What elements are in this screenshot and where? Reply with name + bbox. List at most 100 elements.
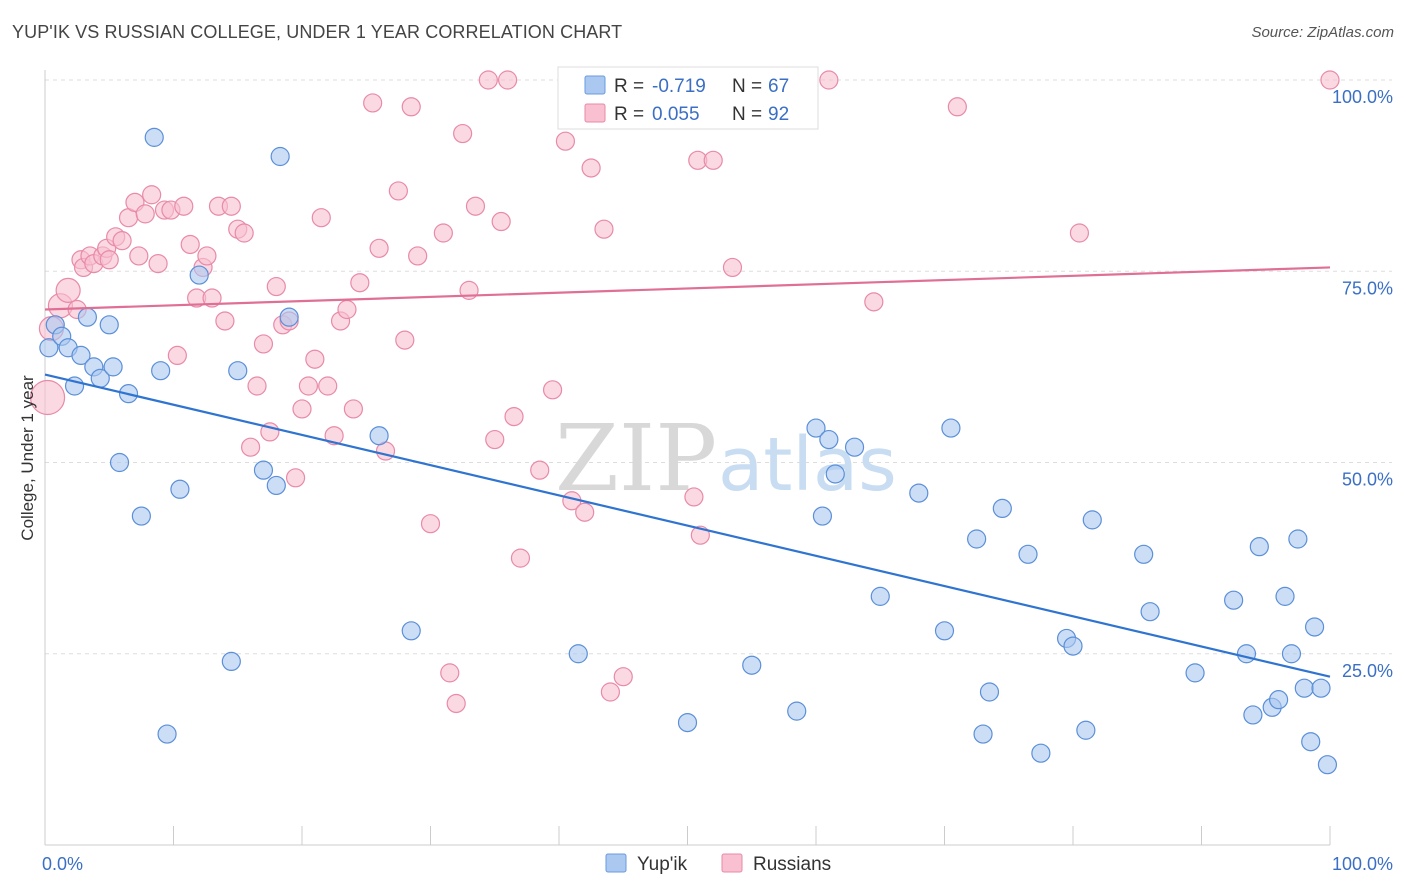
- russians-point: [266, 276, 286, 297]
- yupik-point: [1304, 617, 1325, 637]
- russians-point: [369, 238, 389, 258]
- russians-point: [530, 460, 550, 480]
- yupik-point: [144, 127, 164, 147]
- legend-n-label-russians: N =: [732, 104, 762, 125]
- yupik-point: [742, 655, 762, 675]
- yupik-point: [157, 724, 177, 744]
- yupik-point: [131, 506, 151, 526]
- russians-point: [148, 254, 168, 274]
- y-tick-label-75: 75.0%: [1342, 278, 1393, 298]
- yupik-point: [1134, 544, 1154, 564]
- source-credit: Source: ZipAtlas.com: [1251, 24, 1394, 41]
- yupik-point: [1243, 705, 1263, 725]
- russians-point: [1069, 223, 1090, 243]
- russians-point: [491, 211, 511, 232]
- watermark-atlas: atlas: [718, 422, 897, 508]
- russians-point: [504, 407, 524, 427]
- bottom-legend-swatch-russians: [721, 853, 743, 873]
- legend-swatch-yupik: [584, 75, 606, 95]
- russians-point: [174, 196, 194, 216]
- yupik-point: [1140, 602, 1160, 622]
- yupik-point: [806, 418, 826, 438]
- y-tick-label-25: 25.0%: [1342, 661, 1393, 681]
- russians-point: [234, 223, 254, 243]
- yupik-point: [1063, 636, 1083, 656]
- yupik-point: [787, 701, 807, 721]
- russians-point: [324, 426, 344, 446]
- trend-lines: [44, 266, 1331, 678]
- russians-point: [581, 158, 601, 178]
- yupik-point: [253, 460, 274, 480]
- russians-point: [722, 257, 743, 278]
- x-tick-label-min: 0.0%: [42, 854, 83, 874]
- yupik-point: [71, 345, 91, 365]
- bottom-legend-swatch-yupik: [605, 853, 627, 873]
- series-legend: Yup'ik Russians: [605, 853, 831, 875]
- bottom-legend-label-russians: Russians: [753, 854, 831, 875]
- yupik-point: [109, 452, 130, 473]
- yupik-point: [1281, 644, 1302, 664]
- watermark: ZIP atlas: [555, 405, 897, 512]
- russians-point: [215, 311, 235, 331]
- y-tick-label-50: 50.0%: [1342, 470, 1393, 490]
- yupik-point: [870, 586, 890, 606]
- russians-point: [440, 663, 460, 683]
- series-russians-points: [29, 70, 1340, 714]
- russians-point: [947, 97, 967, 117]
- yupik-point: [99, 315, 119, 335]
- russians-point: [318, 376, 338, 396]
- russians-point: [343, 399, 363, 419]
- legend-r-value-russians: 0.055: [652, 104, 700, 125]
- russians-point: [542, 380, 563, 400]
- russians-point: [180, 234, 200, 255]
- yupik-point: [1268, 690, 1289, 710]
- russians-point: [285, 468, 306, 488]
- yupik-point: [39, 338, 59, 358]
- russians-point: [420, 514, 441, 534]
- russians-point: [135, 204, 155, 224]
- legend-r-label-russians: R =: [614, 104, 644, 125]
- yupik-point: [1288, 529, 1308, 549]
- russians-point: [485, 429, 505, 450]
- yupik-point: [812, 506, 833, 526]
- yupik-point: [934, 621, 955, 641]
- yupik-point: [941, 418, 961, 438]
- legend-swatch-russians: [584, 103, 606, 123]
- legend-r-label-yupik: R =: [614, 76, 644, 97]
- russians-point: [112, 231, 132, 251]
- russians-point: [197, 246, 217, 266]
- russians-point: [408, 246, 428, 266]
- yupik-point: [401, 621, 421, 641]
- russians-point: [305, 349, 325, 369]
- russians-point: [55, 277, 81, 303]
- x-tick-label-max: 100.0%: [1332, 854, 1393, 874]
- y-tick-labels: 100.0% 75.0% 50.0% 25.0%: [1332, 87, 1393, 681]
- axes: [44, 70, 1331, 846]
- yupik-point: [1275, 586, 1295, 606]
- yupik-point: [1249, 537, 1269, 557]
- yupik-point: [221, 651, 241, 672]
- yupik-point: [844, 437, 865, 457]
- legend-n-value-yupik: 67: [768, 76, 789, 97]
- russians-point: [350, 273, 370, 293]
- russians-point: [221, 196, 241, 216]
- legend-n-value-russians: 92: [768, 104, 789, 125]
- yupik-point: [1076, 720, 1096, 740]
- legend-r-value-yupik: -0.719: [652, 76, 706, 97]
- yupik-point: [1301, 732, 1321, 752]
- yupik-point: [979, 682, 1000, 702]
- russians-point: [401, 97, 421, 117]
- yupik-point: [1185, 663, 1205, 683]
- russians-point: [142, 185, 162, 205]
- russians-point: [465, 196, 486, 216]
- russians-point: [819, 70, 839, 90]
- yupik-point: [103, 357, 123, 377]
- russians-point: [292, 399, 312, 419]
- russians-trend-line: [44, 266, 1331, 311]
- yupik-point: [151, 361, 171, 381]
- russians-point: [167, 345, 187, 365]
- yupik-point: [228, 361, 248, 381]
- yupik-point: [1224, 590, 1244, 610]
- yupik-point: [677, 712, 698, 733]
- y-tick-label-100: 100.0%: [1332, 87, 1393, 107]
